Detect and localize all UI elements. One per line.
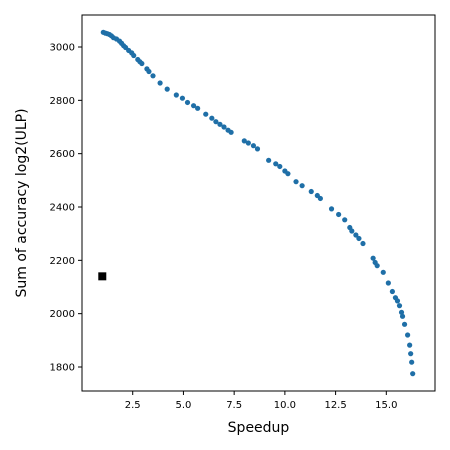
data-point — [407, 342, 413, 348]
data-point — [221, 124, 227, 130]
data-point — [394, 298, 401, 304]
data-point — [293, 179, 299, 185]
data-point — [217, 121, 223, 127]
data-point — [299, 183, 305, 189]
y-axis-ticks: 1800 2000 2200 2400 2600 2800 3000 — [50, 43, 82, 374]
data-point — [389, 288, 395, 295]
data-point — [254, 146, 261, 152]
x-tick-label: 7.5 — [226, 400, 242, 411]
plot-area — [81, 14, 436, 392]
data-point — [173, 92, 179, 98]
data-point — [336, 211, 342, 218]
data-point — [353, 232, 359, 238]
y-tick-label: 2800 — [50, 96, 75, 107]
data-point — [385, 280, 391, 286]
data-point — [250, 143, 257, 149]
data-point — [349, 228, 355, 234]
x-tick-label: 5.0 — [175, 400, 191, 411]
data-point — [308, 188, 314, 195]
data-point — [277, 163, 283, 170]
data-point — [228, 129, 234, 135]
data-point — [139, 60, 145, 67]
baseline-point — [98, 272, 107, 281]
y-tick-label: 2600 — [50, 149, 75, 160]
data-point — [398, 309, 405, 315]
data-point — [213, 119, 219, 125]
x-tick-label: 10.0 — [274, 400, 296, 411]
data-point — [157, 80, 163, 86]
data-point — [360, 240, 366, 247]
data-point — [179, 95, 186, 101]
data-point — [164, 86, 170, 92]
data-point — [380, 269, 386, 275]
data-point — [190, 103, 197, 109]
data-point — [405, 332, 411, 338]
y-tick-label: 3000 — [50, 43, 75, 54]
data-point — [285, 171, 291, 177]
data-point — [409, 359, 415, 365]
data-point — [408, 351, 414, 357]
data-point — [245, 140, 251, 146]
data-point — [266, 157, 272, 163]
x-axis-label: Speedup — [228, 420, 290, 436]
data-point — [241, 138, 247, 144]
data-point — [356, 235, 362, 242]
data-point — [374, 263, 380, 269]
y-tick-label: 2400 — [50, 203, 75, 214]
x-axis-ticks: 2.5 5.0 7.5 10.0 12.5 15.0 — [125, 391, 397, 411]
y-tick-label: 2000 — [50, 309, 75, 320]
data-point — [146, 68, 152, 75]
y-tick-label: 1800 — [50, 363, 75, 374]
x-tick-label: 15.0 — [375, 400, 397, 411]
x-tick-label: 2.5 — [125, 400, 141, 411]
data-point — [370, 255, 376, 261]
data-points — [98, 29, 416, 377]
data-point — [410, 371, 416, 377]
data-point — [401, 321, 408, 327]
y-tick-label: 2200 — [50, 256, 75, 267]
data-point — [150, 73, 156, 79]
data-point — [317, 195, 323, 202]
data-point — [399, 313, 406, 319]
data-point — [273, 161, 279, 167]
x-tick-label: 12.5 — [324, 400, 346, 411]
data-point — [396, 303, 403, 309]
data-point — [342, 217, 348, 223]
data-point — [209, 115, 215, 121]
data-point — [184, 99, 191, 106]
data-point — [195, 105, 201, 111]
data-point — [131, 52, 137, 59]
y-axis-label: Sum of accuracy log2(ULP) — [14, 108, 30, 297]
data-point — [328, 206, 335, 212]
data-point — [203, 111, 209, 117]
